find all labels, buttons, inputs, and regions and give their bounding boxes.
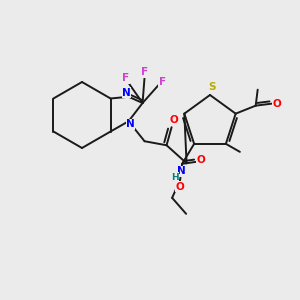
Text: N: N	[126, 119, 135, 129]
Text: N: N	[177, 166, 186, 176]
Text: O: O	[272, 99, 281, 109]
Text: O: O	[169, 115, 178, 125]
Text: F: F	[141, 67, 148, 77]
Text: O: O	[197, 155, 206, 165]
Text: N: N	[122, 88, 131, 98]
Text: S: S	[208, 82, 216, 92]
Text: F: F	[122, 73, 129, 83]
Text: H: H	[171, 173, 178, 182]
Text: F: F	[159, 77, 166, 87]
Text: O: O	[176, 182, 184, 192]
